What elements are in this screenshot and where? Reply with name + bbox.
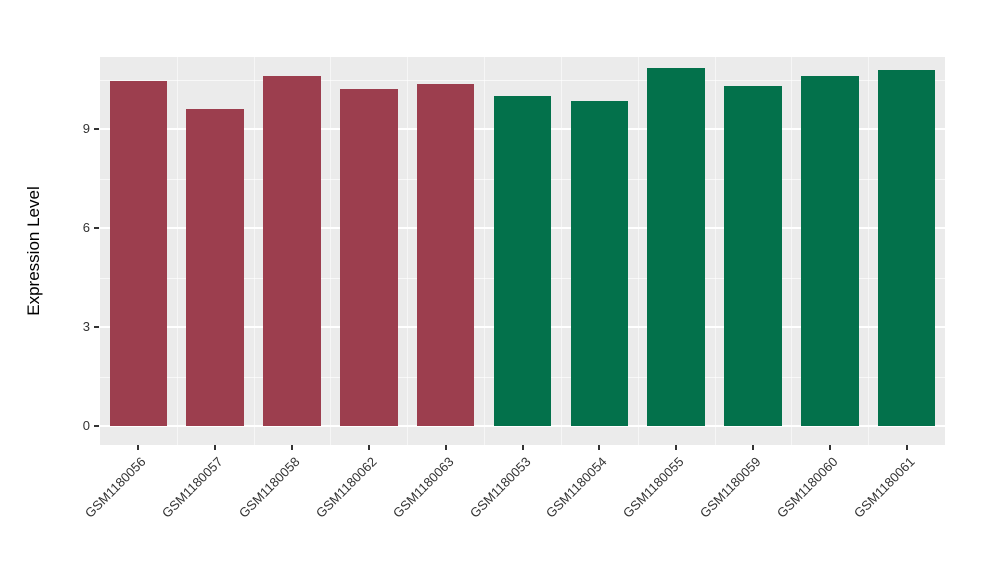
- y-tick-mark: [94, 425, 99, 427]
- x-tick-mark: [137, 445, 140, 450]
- bar-GSM1180057: [186, 109, 245, 426]
- gridline-vertical: [560, 57, 562, 445]
- y-tick-label: 3: [82, 319, 90, 334]
- y-axis-title: Expression Level: [24, 186, 43, 316]
- x-tick-mark: [828, 445, 831, 450]
- bar-GSM1180054: [570, 100, 629, 426]
- bar-GSM1180055: [647, 67, 705, 426]
- bar-GSM1180061: [877, 69, 936, 426]
- y-tick-mark: [94, 227, 99, 229]
- x-tick-mark: [444, 445, 447, 450]
- bar-GSM1180056: [109, 81, 168, 426]
- x-tick-mark: [751, 445, 754, 450]
- x-tick-mark: [214, 445, 217, 450]
- bar-GSM1180060: [800, 76, 859, 426]
- x-tick-mark: [675, 445, 678, 450]
- gridline-vertical: [484, 57, 486, 445]
- y-tick-label: 0: [82, 418, 90, 433]
- gridline-vertical: [253, 57, 255, 445]
- bar-GSM1180062: [340, 89, 398, 426]
- bar-GSM1180053: [493, 96, 552, 426]
- x-tick-mark: [521, 445, 524, 450]
- y-tick-mark: [94, 128, 99, 130]
- x-tick-mark: [291, 445, 294, 450]
- gridline-vertical: [407, 57, 409, 445]
- y-tick-label: 6: [82, 220, 90, 235]
- x-tick-mark: [598, 445, 601, 450]
- gridline-vertical: [176, 57, 178, 445]
- x-tick-mark: [905, 445, 908, 450]
- x-tick-mark: [367, 445, 370, 450]
- y-tick-mark: [94, 326, 99, 328]
- bar-GSM1180058: [263, 76, 321, 426]
- gridline-vertical: [637, 57, 639, 445]
- gridline-vertical: [714, 57, 716, 445]
- gridline-vertical: [330, 57, 332, 445]
- gridline-vertical: [868, 57, 870, 445]
- gridline-major: [100, 425, 945, 427]
- bar-GSM1180059: [724, 86, 782, 426]
- y-tick-label: 9: [82, 121, 90, 136]
- gridline-vertical: [791, 57, 793, 445]
- plot-panel: [100, 57, 945, 445]
- bar-GSM1180063: [416, 84, 475, 426]
- gridline-minor: [100, 79, 945, 81]
